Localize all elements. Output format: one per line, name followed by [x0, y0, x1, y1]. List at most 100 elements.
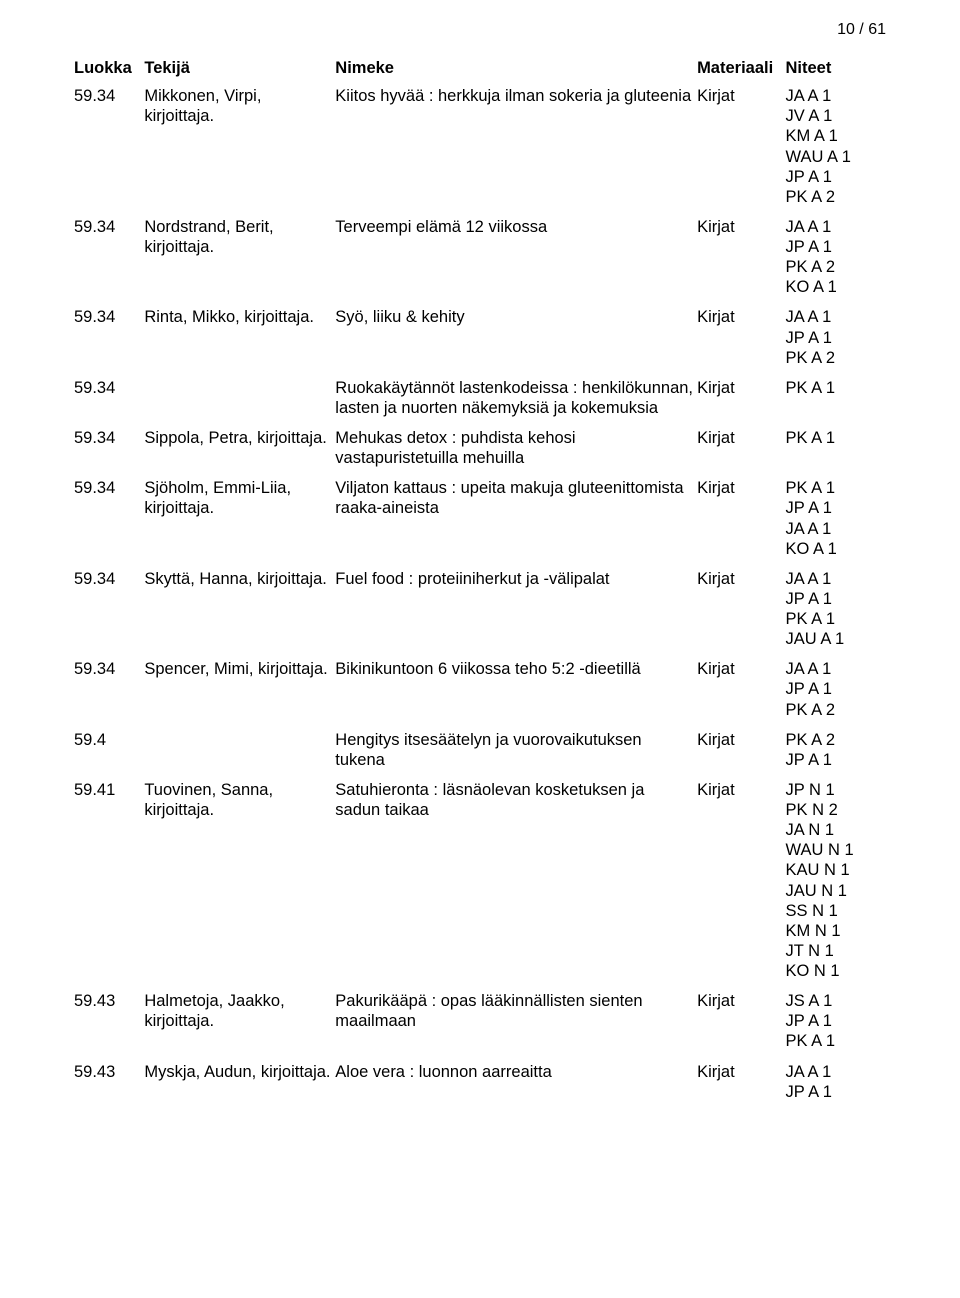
niteet-line: PK A 1: [785, 478, 882, 498]
cell-nimeke: Syö, liiku & kehity: [335, 307, 697, 377]
niteet-line: JP A 1: [785, 328, 882, 348]
cell-niteet: JA A 1JP A 1PK A 1JAU A 1: [785, 569, 886, 660]
document-page: 10 / 61 Luokka Tekijä Nimeke Materiaali …: [0, 0, 960, 1298]
cell-nimeke: Aloe vera : luonnon aarreaitta: [335, 1062, 697, 1112]
niteet-line: PK A 1: [785, 609, 882, 629]
table-row: 59.34 Ruokakäytännöt lastenkodeissa : hen…: [74, 378, 886, 428]
cell-materiaali: Kirjat: [697, 991, 785, 1061]
table-row: 59.34Sippola, Petra, kirjoittaja.Mehukas…: [74, 428, 886, 478]
cell-niteet: JA A 1JP A 1: [785, 1062, 886, 1112]
cell-nimeke: Satuhieronta : läsnäolevan kosketuksen j…: [335, 780, 697, 991]
niteet-line: JA A 1: [785, 1062, 882, 1082]
cell-luokka: 59.34: [74, 86, 144, 217]
cell-nimeke: Bikinikuntoon 6 viikossa teho 5:2 -dieet…: [335, 659, 697, 729]
header-materiaali: Materiaali: [697, 58, 785, 86]
cell-luokka: 59.34: [74, 569, 144, 660]
cell-materiaali: Kirjat: [697, 378, 785, 428]
table-row: 59.34Rinta, Mikko, kirjoittaja.Syö, liik…: [74, 307, 886, 377]
niteet-line: JA A 1: [785, 217, 882, 237]
niteet-line: KAU N 1: [785, 860, 882, 880]
table-row: 59.34Spencer, Mimi, kirjoittaja.Bikiniku…: [74, 659, 886, 729]
niteet-line: JP A 1: [785, 679, 882, 699]
niteet-line: KO A 1: [785, 277, 882, 297]
cell-materiaali: Kirjat: [697, 307, 785, 377]
cell-materiaali: Kirjat: [697, 569, 785, 660]
niteet-line: JP A 1: [785, 498, 882, 518]
niteet-line: KO A 1: [785, 539, 882, 559]
cell-niteet: JA A 1JP A 1PK A 2KO A 1: [785, 217, 886, 308]
niteet-line: PK A 1: [785, 1031, 882, 1051]
cell-luokka: 59.4: [74, 730, 144, 780]
cell-tekija: Rinta, Mikko, kirjoittaja.: [144, 307, 335, 377]
cell-tekija: Spencer, Mimi, kirjoittaja.: [144, 659, 335, 729]
header-luokka: Luokka: [74, 58, 144, 86]
page-number: 10 / 61: [837, 20, 886, 40]
cell-luokka: 59.34: [74, 307, 144, 377]
cell-nimeke: Viljaton kattaus : upeita makuja gluteen…: [335, 478, 697, 569]
cell-luokka: 59.34: [74, 478, 144, 569]
cell-luokka: 59.34: [74, 428, 144, 478]
table-row: 59.41Tuovinen, Sanna, kirjoittaja.Satuhi…: [74, 780, 886, 991]
cell-niteet: PK A 2JP A 1: [785, 730, 886, 780]
cell-tekija: [144, 730, 335, 780]
cell-niteet: PK A 1: [785, 428, 886, 478]
niteet-line: JV A 1: [785, 106, 882, 126]
cell-luokka: 59.43: [74, 991, 144, 1061]
header-tekija: Tekijä: [144, 58, 335, 86]
table-row: 59.4 Hengitys itsesäätelyn ja vuorovaikut…: [74, 730, 886, 780]
cell-tekija: Skyttä, Hanna, kirjoittaja.: [144, 569, 335, 660]
niteet-line: JP A 1: [785, 589, 882, 609]
cell-tekija: Tuovinen, Sanna, kirjoittaja.: [144, 780, 335, 991]
table-row: 59.34Sjöholm, Emmi-Liia, kirjoittaja.Vil…: [74, 478, 886, 569]
cell-materiaali: Kirjat: [697, 730, 785, 780]
cell-luokka: 59.34: [74, 217, 144, 308]
niteet-line: KO N 1: [785, 961, 882, 981]
cell-materiaali: Kirjat: [697, 428, 785, 478]
cell-tekija: Myskja, Audun, kirjoittaja.: [144, 1062, 335, 1112]
cell-niteet: PK A 1: [785, 378, 886, 428]
niteet-line: JP A 1: [785, 750, 882, 770]
table-row: 59.34Skyttä, Hanna, kirjoittaja.Fuel foo…: [74, 569, 886, 660]
cell-materiaali: Kirjat: [697, 659, 785, 729]
cell-materiaali: Kirjat: [697, 217, 785, 308]
header-nimeke: Nimeke: [335, 58, 697, 86]
cell-tekija: Mikkonen, Virpi, kirjoittaja.: [144, 86, 335, 217]
cell-niteet: PK A 1JP A 1JA A 1KO A 1: [785, 478, 886, 569]
catalog-table: Luokka Tekijä Nimeke Materiaali Niteet 5…: [74, 58, 886, 1112]
cell-nimeke: Hengitys itsesäätelyn ja vuorovaikutukse…: [335, 730, 697, 780]
cell-materiaali: Kirjat: [697, 86, 785, 217]
niteet-line: KM N 1: [785, 921, 882, 941]
table-row: 59.43Myskja, Audun, kirjoittaja.Aloe ver…: [74, 1062, 886, 1112]
cell-materiaali: Kirjat: [697, 780, 785, 991]
niteet-line: JA A 1: [785, 659, 882, 679]
cell-nimeke: Ruokakäytännöt lastenkodeissa : henkilök…: [335, 378, 697, 428]
cell-tekija: Sjöholm, Emmi-Liia, kirjoittaja.: [144, 478, 335, 569]
cell-nimeke: Kiitos hyvää : herkkuja ilman sokeria ja…: [335, 86, 697, 217]
table-row: 59.34Nordstrand, Berit, kirjoittaja.Terv…: [74, 217, 886, 308]
cell-materiaali: Kirjat: [697, 478, 785, 569]
cell-niteet: JS A 1JP A 1PK A 1: [785, 991, 886, 1061]
cell-niteet: JA A 1JP A 1PK A 2: [785, 307, 886, 377]
cell-tekija: Sippola, Petra, kirjoittaja.: [144, 428, 335, 478]
cell-luokka: 59.43: [74, 1062, 144, 1112]
niteet-line: JP N 1: [785, 780, 882, 800]
cell-luokka: 59.34: [74, 378, 144, 428]
niteet-line: PK A 1: [785, 428, 882, 448]
niteet-line: JAU N 1: [785, 881, 882, 901]
niteet-line: JA N 1: [785, 820, 882, 840]
niteet-line: JA A 1: [785, 86, 882, 106]
niteet-line: JP A 1: [785, 237, 882, 257]
cell-tekija: Halmetoja, Jaakko, kirjoittaja.: [144, 991, 335, 1061]
niteet-line: JAU A 1: [785, 629, 882, 649]
niteet-line: PK A 2: [785, 257, 882, 277]
cell-materiaali: Kirjat: [697, 1062, 785, 1112]
niteet-line: JA A 1: [785, 519, 882, 539]
niteet-line: PK A 2: [785, 348, 882, 368]
cell-nimeke: Fuel food : proteiiniherkut ja -välipala…: [335, 569, 697, 660]
niteet-line: KM A 1: [785, 126, 882, 146]
table-row: 59.34Mikkonen, Virpi, kirjoittaja.Kiitos…: [74, 86, 886, 217]
niteet-line: SS N 1: [785, 901, 882, 921]
cell-luokka: 59.34: [74, 659, 144, 729]
table-row: 59.43Halmetoja, Jaakko, kirjoittaja.Paku…: [74, 991, 886, 1061]
cell-niteet: JA A 1JV A 1KM A 1WAU A 1JP A 1PK A 2: [785, 86, 886, 217]
